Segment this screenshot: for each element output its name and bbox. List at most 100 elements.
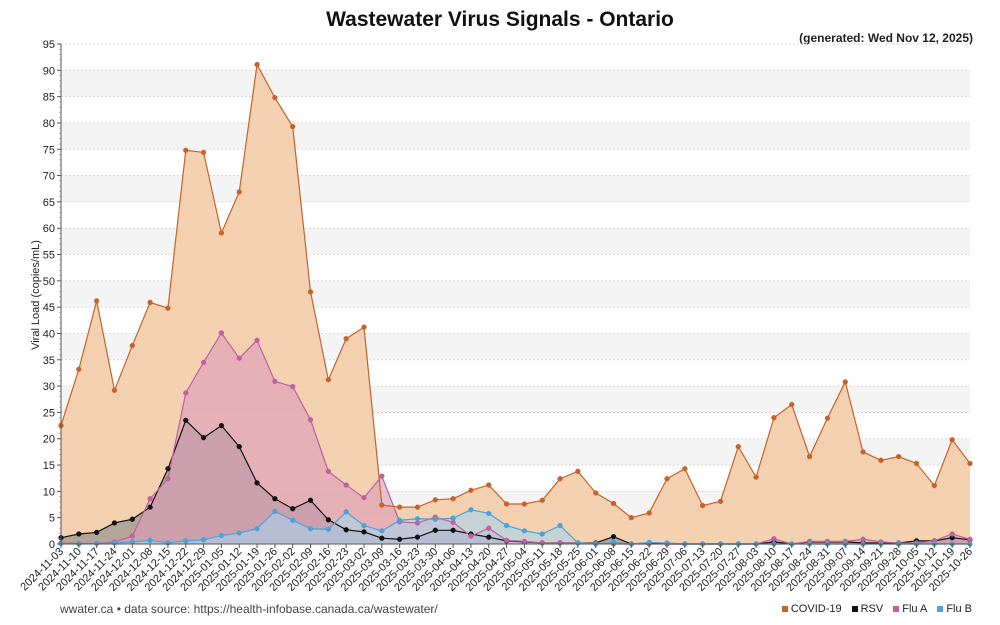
data-point	[860, 536, 866, 542]
data-point	[307, 526, 314, 532]
data-point	[290, 506, 296, 512]
data-point	[361, 529, 367, 535]
y-axis-label: Viral Load (copies/mL)	[30, 240, 42, 350]
data-point	[272, 508, 278, 515]
footer-source: wwater.ca • data source: https://health-…	[60, 602, 438, 616]
data-point	[307, 289, 314, 295]
data-point	[521, 538, 528, 545]
data-point	[806, 453, 813, 460]
data-point	[521, 501, 528, 507]
data-point	[557, 476, 563, 482]
data-point	[272, 496, 278, 502]
data-point	[183, 417, 189, 423]
data-point	[432, 527, 438, 533]
data-point	[290, 383, 296, 390]
data-point	[218, 230, 225, 236]
data-point	[307, 417, 314, 423]
data-point	[842, 379, 848, 385]
data-point	[931, 482, 938, 489]
data-point	[682, 466, 688, 472]
y-tick-label: 65	[43, 197, 55, 209]
data-point	[646, 510, 652, 516]
grid-band	[61, 70, 970, 97]
data-point	[236, 530, 242, 536]
data-point	[450, 496, 456, 502]
data-point	[183, 390, 189, 396]
data-point	[147, 496, 153, 502]
data-point	[414, 504, 421, 510]
data-point	[824, 415, 831, 421]
data-point	[735, 443, 741, 450]
y-tick-label: 75	[43, 144, 55, 156]
data-point	[272, 378, 278, 385]
data-point	[557, 522, 563, 529]
line-flu-a	[60, 331, 971, 545]
y-tick-label: 25	[43, 407, 55, 419]
data-point	[165, 476, 171, 482]
y-tick-label: 5	[49, 513, 55, 525]
data-point	[717, 498, 724, 505]
data-point	[129, 516, 135, 522]
legend-item-flu-b: Flu B	[937, 603, 972, 615]
data-point	[343, 336, 349, 342]
y-tick-label: 70	[43, 171, 55, 183]
data-point	[325, 468, 332, 475]
legend-swatch	[893, 606, 900, 612]
legend-label: RSV	[860, 603, 884, 615]
data-point	[468, 533, 474, 539]
data-point	[76, 366, 82, 372]
legend-label: COVID-19	[790, 603, 842, 615]
data-point	[325, 377, 332, 383]
data-point	[200, 537, 207, 543]
data-point	[379, 535, 385, 541]
data-point	[503, 537, 510, 543]
y-tick-label: 85	[43, 92, 55, 104]
data-point	[432, 516, 438, 522]
data-point	[521, 528, 528, 534]
data-point	[503, 501, 510, 507]
data-point	[628, 515, 635, 521]
data-point	[343, 482, 349, 488]
data-point	[610, 533, 617, 540]
legend-swatch	[851, 606, 858, 612]
data-point	[771, 536, 777, 542]
y-tick-label: 15	[43, 460, 55, 472]
data-point	[218, 532, 225, 539]
data-point	[236, 189, 242, 195]
data-point	[379, 528, 385, 534]
legend: COVID-19 RSV Flu A Flu B	[781, 603, 972, 615]
generated-timestamp: (generated: Wed Nov 12, 2025)	[799, 31, 973, 45]
y-tick-label: 30	[43, 381, 55, 393]
data-point	[307, 497, 314, 503]
data-point	[486, 482, 492, 488]
chart-svg: 0 5 10 15 20 25 30 35 40 45 50 55 60 65 70 75 80 85 90 95 2…	[18, 39, 975, 594]
data-point	[254, 480, 260, 486]
data-point	[396, 517, 403, 523]
y-tick-label: 0	[49, 539, 55, 551]
data-point	[218, 330, 225, 336]
legend-label: Flu A	[902, 603, 928, 615]
data-point	[343, 509, 349, 515]
data-point	[860, 449, 866, 455]
data-point	[468, 487, 474, 493]
legend-swatch	[937, 606, 944, 612]
data-point	[290, 517, 296, 523]
data-point	[272, 95, 278, 101]
data-point	[236, 443, 242, 450]
data-point	[236, 355, 242, 361]
data-point	[325, 517, 332, 523]
data-point	[129, 342, 135, 349]
data-point	[575, 468, 581, 475]
line-covid-19	[60, 62, 971, 519]
legend-item-covid: COVID-19	[781, 603, 842, 615]
data-point	[450, 515, 456, 521]
data-point	[343, 527, 349, 533]
data-point	[789, 401, 795, 408]
data-point	[878, 457, 884, 463]
data-point	[699, 502, 706, 509]
y-tick-label: 20	[43, 434, 55, 446]
data-point	[539, 497, 545, 503]
y-tick-label: 50	[43, 276, 55, 288]
data-point	[949, 437, 955, 443]
data-point	[896, 453, 902, 460]
